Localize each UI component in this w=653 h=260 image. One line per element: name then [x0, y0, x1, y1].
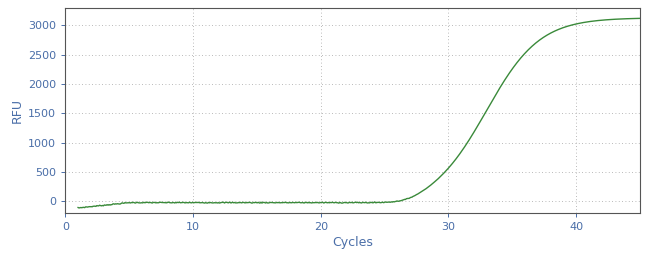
X-axis label: Cycles: Cycles [332, 236, 373, 249]
Y-axis label: RFU: RFU [11, 98, 24, 123]
